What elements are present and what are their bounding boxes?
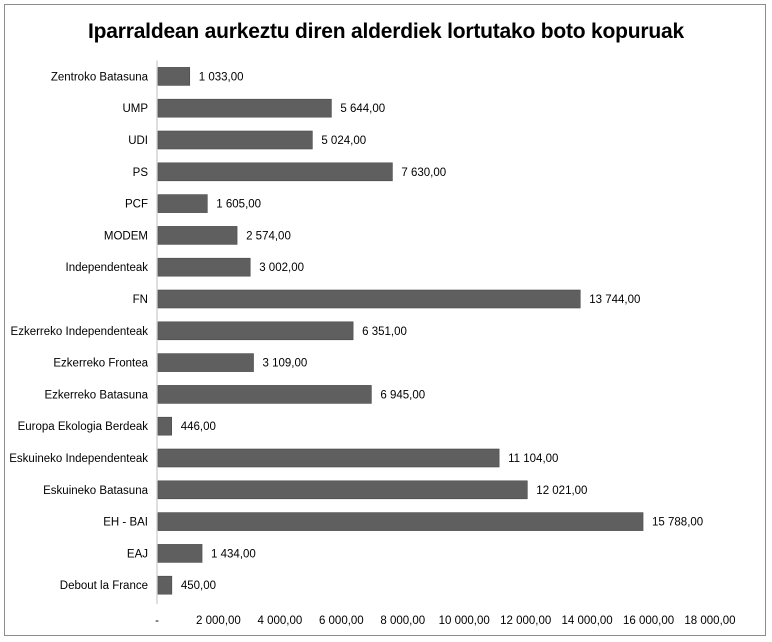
bar (157, 162, 393, 182)
data-label: 5 644,00 (340, 103, 385, 115)
category-label: UMP (122, 103, 148, 115)
bar (157, 448, 500, 468)
data-label: 5 024,00 (321, 135, 366, 147)
bar (157, 98, 332, 118)
x-tick-label: 12 000,00 (500, 615, 551, 627)
bar (157, 480, 528, 500)
bar (157, 67, 191, 86)
category-label: FN (133, 294, 148, 306)
data-label: 1 605,00 (216, 199, 261, 211)
category-label: PS (133, 167, 149, 179)
bar (157, 321, 354, 341)
bar (157, 194, 208, 213)
category-label: EAJ (127, 548, 148, 560)
category-label: Debout la France (60, 580, 148, 592)
data-label: 11 104,00 (508, 453, 558, 465)
category-label: Ezkerreko Frontea (53, 358, 148, 370)
category-label: Zentroko Batasuna (51, 71, 149, 83)
bar (157, 512, 644, 531)
x-tick-label: 10 000,00 (439, 615, 490, 627)
x-tick-label: 14 000,00 (562, 615, 613, 627)
data-label: 1 033,00 (199, 71, 244, 83)
data-label: 6 351,00 (362, 326, 407, 338)
category-label: Eskuineko Independenteak (9, 453, 148, 465)
data-label: 1 434,00 (211, 548, 256, 560)
bar (157, 385, 372, 404)
x-tick-label: 8 000,00 (380, 615, 425, 627)
data-label: 3 002,00 (259, 262, 304, 274)
data-label: 7 630,00 (401, 167, 446, 179)
data-label: 6 945,00 (380, 389, 425, 401)
category-label: Europa Ekologia Berdeak (18, 421, 149, 433)
category-label: Ezkerreko Independenteak (11, 326, 149, 338)
data-label: 13 744,00 (589, 294, 640, 306)
x-tick-label: 16 000,00 (623, 615, 674, 627)
category-label: Ezkerreko Batasuna (44, 389, 148, 401)
data-label: 12 021,00 (536, 485, 587, 497)
x-tick-label: 18 000,00 (684, 615, 735, 627)
bar (157, 130, 313, 150)
data-label: 2 574,00 (246, 230, 291, 242)
bar (157, 289, 581, 309)
category-label: Independenteak (66, 262, 149, 274)
bar (157, 416, 173, 436)
x-tick-label: - (155, 615, 159, 627)
x-tick-label: 2 000,00 (196, 615, 241, 627)
data-label: 446,00 (181, 421, 216, 433)
chart-title: Iparraldean aurkeztu diren alderdiek lor… (88, 20, 684, 43)
data-label: 3 109,00 (263, 358, 308, 370)
category-label: PCF (125, 199, 148, 211)
x-tick-label: 4 000,00 (258, 615, 303, 627)
bar (157, 257, 251, 277)
bar (157, 544, 203, 563)
category-label: UDI (128, 135, 148, 147)
category-label: EH - BAI (103, 517, 148, 529)
data-label: 15 788,00 (652, 517, 703, 529)
bar (157, 226, 238, 245)
category-label: Eskuineko Batasuna (43, 485, 148, 497)
bar (157, 575, 173, 595)
bar (157, 353, 254, 372)
x-tick-label: 6 000,00 (319, 615, 364, 627)
category-label: MODEM (104, 230, 148, 242)
data-label: 450,00 (181, 580, 216, 592)
